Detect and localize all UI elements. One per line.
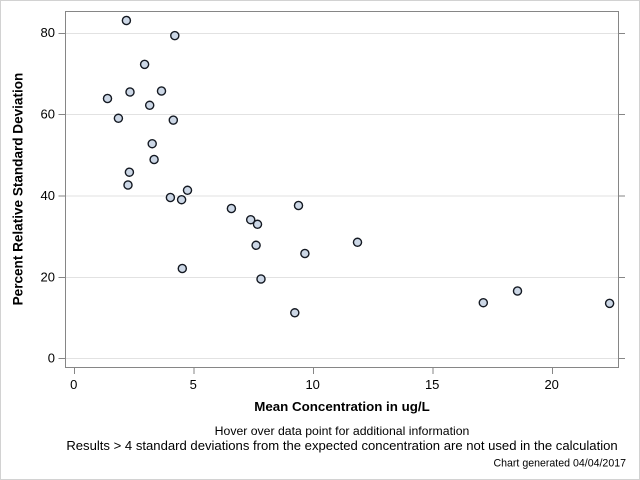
svg-text:Hover over data point for addi: Hover over data point for additional inf… bbox=[215, 424, 470, 438]
svg-text:20: 20 bbox=[544, 377, 558, 392]
svg-text:80: 80 bbox=[41, 25, 55, 40]
svg-text:Results > 4 standard deviation: Results > 4 standard deviations from the… bbox=[66, 438, 617, 453]
svg-text:0: 0 bbox=[48, 351, 55, 366]
svg-text:0: 0 bbox=[70, 377, 77, 392]
svg-text:5: 5 bbox=[190, 377, 197, 392]
svg-text:Chart generated 04/04/2017: Chart generated 04/04/2017 bbox=[493, 457, 626, 469]
svg-text:Mean Concentration in ug/L: Mean Concentration in ug/L bbox=[254, 399, 430, 414]
svg-text:60: 60 bbox=[41, 107, 55, 122]
svg-text:10: 10 bbox=[305, 377, 319, 392]
svg-text:20: 20 bbox=[41, 269, 55, 284]
svg-text:40: 40 bbox=[41, 188, 55, 203]
svg-text:Percent Relative Standard Devi: Percent Relative Standard Deviation bbox=[11, 73, 26, 306]
svg-text:15: 15 bbox=[425, 377, 439, 392]
